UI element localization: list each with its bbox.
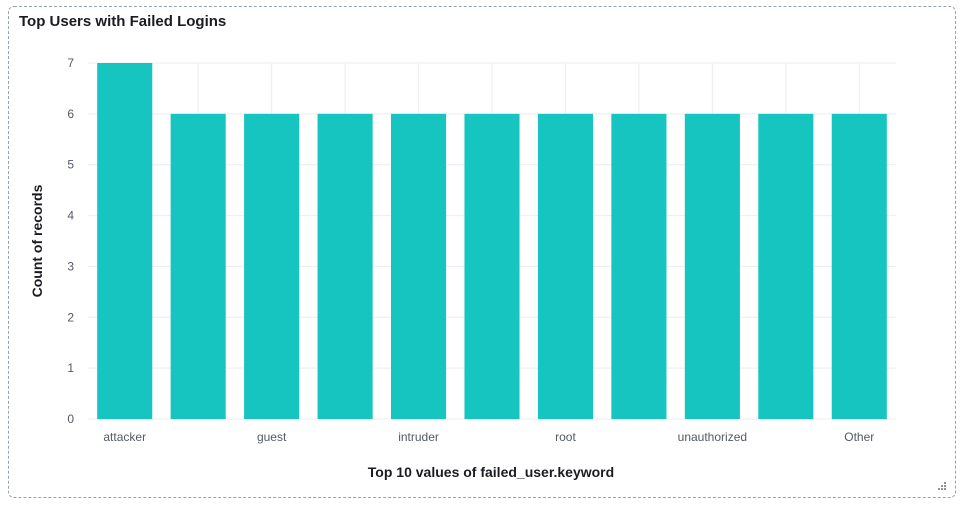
bar[interactable] (97, 63, 153, 419)
bar[interactable] (317, 113, 373, 419)
bar[interactable] (244, 113, 300, 419)
bar[interactable] (758, 113, 814, 419)
bar[interactable] (464, 113, 520, 419)
x-tick-label: unauthorized (678, 430, 747, 444)
y-tick-label: 5 (67, 158, 74, 172)
y-tick-label: 2 (67, 310, 74, 324)
y-tick-label: 1 (67, 361, 74, 375)
bar[interactable] (684, 113, 740, 419)
y-tick-label: 6 (67, 107, 74, 121)
x-tick-label: guest (257, 430, 287, 444)
x-tick-label: root (555, 430, 576, 444)
x-axis-label: Top 10 values of failed_user.keyword (368, 464, 614, 480)
panel-title: Top Users with Failed Logins (19, 13, 227, 30)
x-tick-label: attacker (103, 430, 146, 444)
bar[interactable] (170, 113, 226, 419)
bar[interactable] (611, 113, 667, 419)
y-tick-label: 7 (67, 56, 74, 70)
y-tick-label: 3 (67, 259, 74, 273)
y-tick-label: 4 (67, 209, 74, 223)
x-tick-layer: attacker guest intruder root unauthorized Oth… (103, 430, 874, 444)
bar-layer (97, 63, 887, 419)
resize-handle-icon[interactable] (937, 481, 947, 491)
x-tick-label: Other (844, 430, 874, 444)
bar[interactable] (537, 113, 593, 419)
x-tick-label: intruder (398, 430, 439, 444)
y-tick-layer: 0 1 2 3 4 5 6 7 (67, 56, 74, 426)
y-tick-label: 0 (67, 412, 74, 426)
bar[interactable] (831, 113, 887, 419)
y-axis-label: Count of records (29, 184, 45, 297)
bar[interactable] (391, 113, 447, 419)
